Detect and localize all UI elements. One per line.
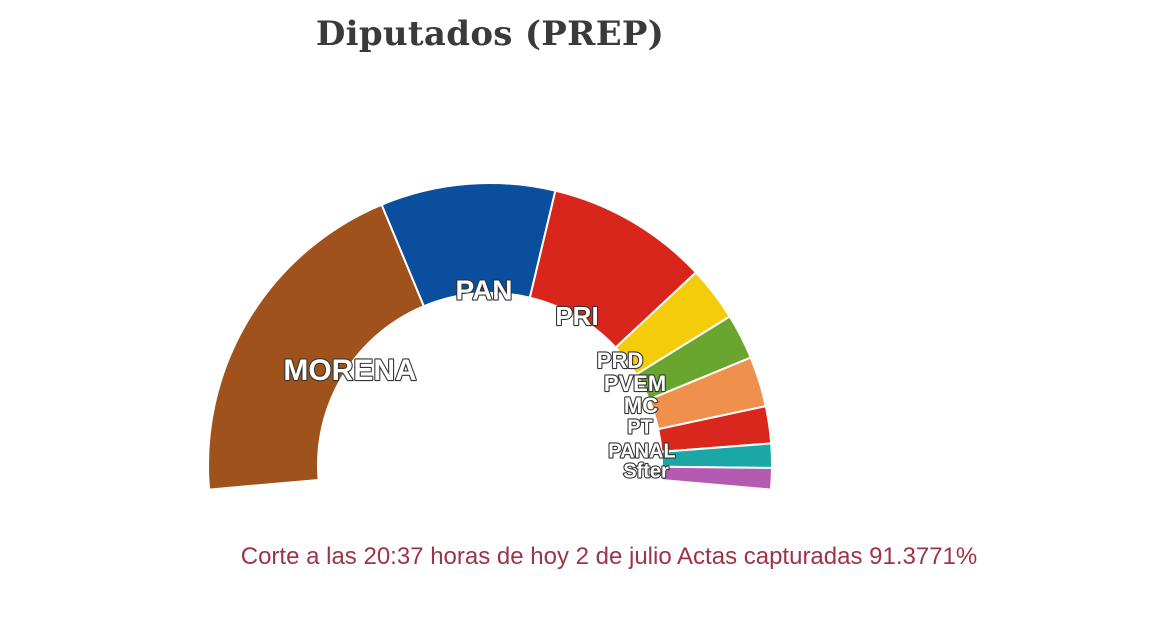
slice-label-pt: PT (627, 416, 653, 438)
slice-label-pan: PAN (455, 274, 512, 305)
slice-morena (207, 203, 426, 491)
chart-title: Diputados (PREP) (315, 14, 665, 54)
slice-label-mc: MC (624, 393, 658, 418)
slice-label-pvem: PVEM (604, 371, 666, 396)
slice-label-morena: MORENA (283, 354, 416, 387)
slice-label-sfter: Sfter (623, 460, 669, 482)
slices-layer (207, 182, 773, 491)
slice-sfter (660, 465, 773, 491)
slice-label-panal: PANAL (608, 440, 675, 462)
footer-note: Corte a las 20:37 horas de hoy 2 de juli… (240, 543, 978, 570)
slice-label-prd: PRD (597, 348, 643, 373)
slice-label-pri: PRI (555, 301, 598, 331)
